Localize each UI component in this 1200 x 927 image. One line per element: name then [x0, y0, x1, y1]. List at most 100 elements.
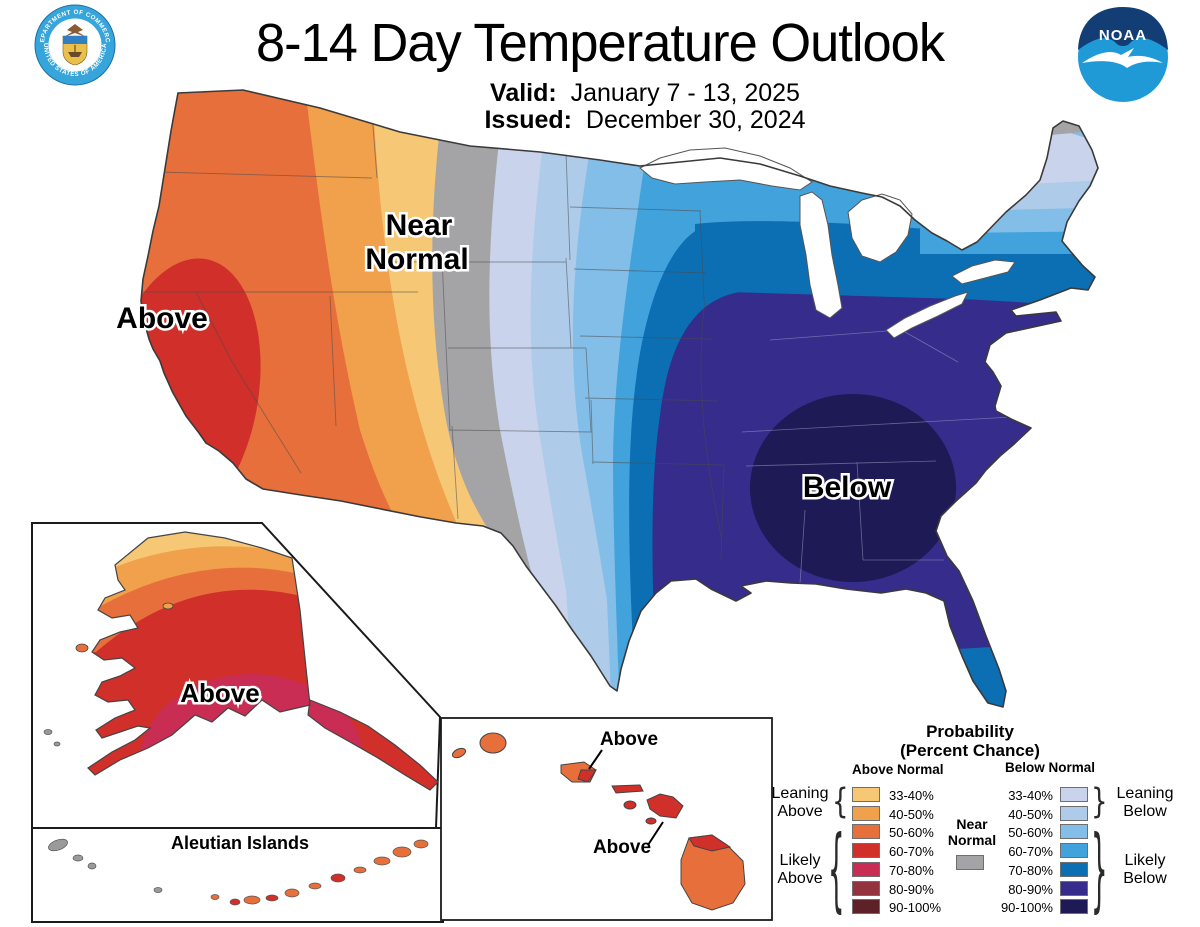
group-label-line: Above [777, 803, 823, 820]
hawaii-leader-2 [647, 821, 664, 846]
legend-range-label: 70-80% [889, 863, 934, 878]
label-hawaii-above-1: Above [600, 729, 658, 750]
legend-group-likely-above: Likely Above [755, 852, 845, 888]
label-hawaii-above-2: Above [593, 837, 651, 858]
label-near-normal-2: Normal [365, 243, 468, 276]
island-kahoolawe [645, 817, 657, 825]
band-below-90-100 [750, 394, 956, 582]
state-borders-west [141, 99, 725, 561]
legend-range-label: 33-40% [1008, 788, 1053, 803]
noaa-bird-icon [1082, 48, 1163, 68]
legend-swatch-below-70-80 [1060, 862, 1088, 877]
aleutian-islet [373, 856, 391, 866]
legend-range-label: 80-90% [889, 882, 934, 897]
legend-range-label: 90-100% [889, 900, 942, 915]
legend-above-header: Above Normal [852, 762, 944, 777]
ak-islet-gray-2 [53, 741, 61, 747]
aleutian-islet [265, 894, 279, 902]
us-outline [140, 89, 1099, 708]
brace-likely-above: { [828, 819, 845, 925]
legend-range-label: 50-60% [1008, 825, 1053, 840]
aleutian-islet [48, 838, 68, 852]
legend-swatch-below-33-40 [1060, 787, 1088, 802]
legend-below-header: Below Normal [1005, 760, 1096, 775]
aleutian-islet [87, 862, 97, 870]
legend-title-line1: Probability [926, 722, 1014, 741]
issued-label: Issued: [484, 106, 573, 134]
noaa-fan [1078, 7, 1168, 50]
aleutian-islet [392, 846, 412, 858]
legend-swatch-above-80-90 [852, 881, 880, 896]
legend-near-normal-line2: Normal [947, 832, 997, 848]
doc-shield-chief [63, 36, 87, 44]
legend-swatch-above-60-70 [852, 843, 880, 858]
valid-issued-block: Valid: January 7 - 13, 2025 Issued: Dece… [345, 80, 945, 134]
aleutian-islet [243, 895, 261, 905]
label-below-southeast: Below [803, 471, 892, 504]
legend-range-label: 50-60% [889, 825, 934, 840]
island-hawaii-red [688, 834, 732, 852]
group-label-line: Below [1123, 870, 1167, 887]
ak-islet-1 [75, 643, 89, 653]
legend-swatch-below-80-90 [1060, 881, 1088, 896]
group-label-line: Leaning [1116, 785, 1174, 802]
legend-swatch-below-90-100 [1060, 899, 1088, 914]
legend-swatch-below-40-50 [1060, 806, 1088, 821]
brace-likely-below: } [1091, 819, 1108, 925]
valid-line: Valid: January 7 - 13, 2025 [345, 80, 945, 107]
island-niihau [451, 747, 467, 759]
hawaii-leader-1 [588, 749, 603, 770]
brace-leaning-above: { [832, 781, 849, 823]
aleutian-islet [153, 887, 163, 893]
valid-label: Valid: [490, 79, 557, 107]
alaska-panhandle-outline [307, 699, 439, 791]
legend-group-leaning-below: Leaning Below [1100, 785, 1190, 821]
group-label-line: Below [1123, 803, 1167, 820]
legend-range-label: 80-90% [1008, 882, 1053, 897]
island-kauai [479, 732, 507, 754]
legend-group-leaning-above: Leaning Above [755, 785, 845, 821]
doc-ship-icon [68, 45, 82, 57]
lake-erie [885, 291, 969, 339]
label-near-normal-1: Near [386, 209, 453, 242]
ak-islet-2 [162, 602, 174, 610]
label-above-west: Above [116, 302, 208, 335]
aleutian-islet [308, 882, 322, 890]
brace-leaning-below: } [1091, 781, 1108, 823]
lake-michigan [799, 191, 843, 319]
legend-swatch-above-70-80 [852, 862, 880, 877]
legend-range-label: 60-70% [1008, 844, 1053, 859]
group-label-line: Likely [1124, 852, 1166, 869]
legend-title-line2: (Percent Chance) [900, 741, 1040, 760]
issued-line: Issued: December 30, 2024 [345, 107, 945, 134]
great-lakes [639, 147, 1016, 339]
noaa-logo: NOAA [1078, 7, 1168, 102]
label-aleutian-islands: Aleutian Islands [171, 833, 309, 853]
aleutian-islet [284, 888, 300, 898]
doc-eagle-icon [64, 24, 86, 37]
group-label-line: Above [777, 870, 823, 887]
legend-swatch-above-40-50 [852, 806, 880, 821]
group-label-line: Likely [779, 852, 821, 869]
legend-range-label: 60-70% [889, 844, 934, 859]
aleutian-islet [229, 898, 241, 906]
legend-range-label: 70-80% [1008, 863, 1053, 878]
island-lanai [623, 800, 637, 810]
issued-value: December 30, 2024 [585, 106, 806, 134]
legend-range-label: 40-50% [889, 807, 934, 822]
aleutian-islet [210, 894, 220, 900]
aleutian-inset: Aleutian Islands [31, 827, 444, 923]
legend-swatch-above-50-60 [852, 824, 880, 839]
state-borders-east [741, 329, 1032, 584]
alaska-inset: Above [31, 522, 442, 829]
aleutian-islet [330, 873, 346, 883]
hawaii-inset: Above Above [440, 717, 773, 921]
legend-swatch-near-normal [956, 855, 984, 870]
lake-superior [639, 147, 813, 191]
legend-range-label: 33-40% [889, 788, 934, 803]
legend-swatch-above-90-100 [852, 899, 880, 914]
aleutian-islet [353, 866, 367, 874]
valid-value: January 7 - 13, 2025 [570, 79, 800, 107]
legend-group-likely-below: Likely Below [1100, 852, 1190, 888]
